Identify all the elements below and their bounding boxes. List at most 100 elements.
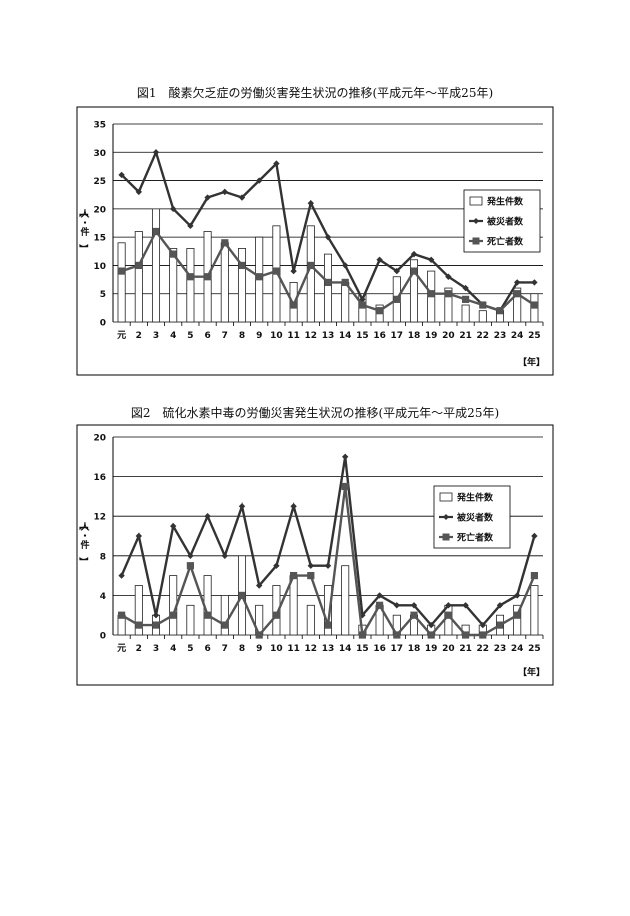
fig1-point-死亡者数 bbox=[410, 267, 418, 275]
fig2-x-tick-label: 25 bbox=[528, 644, 541, 654]
fig2-point-被災者数 bbox=[238, 503, 246, 510]
fig2-bar-発生件数 bbox=[203, 575, 212, 636]
fig2-y-tick-label: 12 bbox=[93, 513, 106, 523]
fig1-x-tick-label: 4 bbox=[170, 331, 176, 341]
fig1-point-死亡者数 bbox=[118, 267, 126, 275]
fig1-x-tick-label: 10 bbox=[270, 331, 283, 341]
fig2-line-被災者数 bbox=[120, 456, 536, 627]
fig2-point-死亡者数 bbox=[513, 611, 521, 619]
fig2-x-tick-label: 20 bbox=[442, 644, 455, 654]
fig2-x-tick-label: 5 bbox=[187, 644, 193, 654]
fig1-point-被災者数 bbox=[496, 307, 504, 314]
fig2-x-tick-label: 10 bbox=[270, 644, 283, 654]
fig2-x-tick-label: 15 bbox=[356, 644, 369, 654]
fig1-bar-発生件数 bbox=[169, 248, 178, 323]
fig2-point-死亡者数 bbox=[479, 631, 487, 639]
fig2-point-死亡者数 bbox=[290, 572, 298, 580]
fig2-x-tick-label: 元 bbox=[117, 643, 126, 654]
fig1-point-被災者数 bbox=[290, 267, 297, 275]
fig2-bar-発生件数 bbox=[134, 585, 143, 636]
fig1-point-死亡者数 bbox=[238, 261, 246, 270]
fig1-point-被災者数 bbox=[118, 171, 125, 179]
fig1-x-tick-label: 13 bbox=[322, 331, 335, 341]
fig1-y-tick-label: 35 bbox=[93, 121, 106, 131]
fig1-point-死亡者数 bbox=[169, 250, 177, 258]
fig1-point-死亡者数 bbox=[376, 307, 384, 315]
fig1-point-被災者数 bbox=[324, 233, 332, 241]
fig2-point-死亡者数 bbox=[221, 621, 229, 629]
fig2-point-死亡者数 bbox=[358, 631, 366, 639]
fig1-point-死亡者数 bbox=[341, 278, 349, 286]
fig2-bar-発生件数 bbox=[255, 604, 264, 636]
fig1-point-被災者数 bbox=[307, 200, 314, 207]
fig2-point-死亡者数 bbox=[307, 572, 315, 580]
fig2-point-死亡者数 bbox=[410, 611, 418, 619]
fig1-x-tick-label: 元 bbox=[117, 330, 126, 341]
fig2-point-死亡者数 bbox=[496, 621, 504, 629]
fig2-bar-発生件数 bbox=[169, 575, 178, 636]
fig2-line-死亡者数 bbox=[121, 486, 536, 639]
figure1-title: 図1 酸素欠乏症の労働災害発生状況の推移(平成元年〜平成25年) bbox=[136, 86, 494, 100]
fig1-bar-発生件数 bbox=[220, 242, 229, 323]
fig1-point-死亡者数 bbox=[513, 290, 521, 298]
fig1-x-tick-label: 22 bbox=[477, 331, 490, 341]
fig2-point-死亡者数 bbox=[462, 631, 470, 639]
fig1-point-死亡者数 bbox=[358, 301, 366, 309]
fig2-point-死亡者数 bbox=[444, 611, 452, 619]
fig1-bar-発生件数 bbox=[306, 225, 315, 323]
fig1-bar-発生件数 bbox=[272, 225, 281, 323]
fig2-point-被災者数 bbox=[376, 592, 383, 599]
fig2-point-死亡者数 bbox=[324, 621, 332, 629]
fig1-point-被災者数 bbox=[256, 177, 263, 184]
fig2-x-tick-label: 9 bbox=[256, 644, 262, 654]
fig1-point-死亡者数 bbox=[204, 273, 212, 281]
fig2-point-死亡者数 bbox=[169, 611, 177, 619]
fig2-point-死亡者数 bbox=[530, 572, 538, 580]
fig1-y-tick-label: 25 bbox=[93, 177, 106, 187]
fig1-legend-label: 被災者数 bbox=[487, 216, 524, 228]
fig2-point-被災者数 bbox=[445, 602, 452, 609]
fig1-bar-発生件数 bbox=[323, 253, 333, 323]
fig1-point-被災者数 bbox=[170, 205, 177, 213]
fig2-x-tick-label: 22 bbox=[477, 644, 490, 654]
fig1-point-被災者数 bbox=[428, 256, 435, 263]
fig1-point-死亡者数 bbox=[290, 301, 298, 309]
fig2-x-tick-label: 23 bbox=[494, 644, 507, 654]
fig1-x-tick-label: 8 bbox=[239, 331, 245, 341]
fig1-bar-発生件数 bbox=[530, 293, 539, 323]
fig1-point-被災者数 bbox=[410, 250, 418, 258]
fig1-point-被災者数 bbox=[445, 273, 452, 280]
fig1-bar-発生件数 bbox=[478, 310, 487, 323]
fig1-point-被災者数 bbox=[514, 279, 521, 286]
fig2-point-被災者数 bbox=[273, 562, 280, 569]
fig1-x-tick-label: 17 bbox=[391, 331, 404, 341]
fig2-y-tick-label: 4 bbox=[100, 592, 106, 602]
fig1-point-死亡者数 bbox=[255, 273, 263, 281]
fig1-bar-発生件数 bbox=[255, 236, 264, 323]
fig2-point-被災者数 bbox=[290, 503, 297, 510]
fig1-x-tick-label: 23 bbox=[494, 331, 507, 341]
fig1-point-被災者数 bbox=[204, 194, 211, 201]
fig2-x-tick-label: 2 bbox=[136, 644, 142, 654]
fig2-y-axis-label: 【人・件】 bbox=[77, 521, 90, 566]
fig1-x-tick-label: 6 bbox=[204, 331, 210, 341]
fig1-bar-発生件数 bbox=[134, 231, 143, 323]
fig1-bar-発生件数 bbox=[461, 304, 470, 323]
fig2-x-tick-label: 4 bbox=[170, 644, 176, 654]
fig1-bar-発生件数 bbox=[444, 287, 453, 323]
fig1-bar-発生件数 bbox=[289, 281, 298, 323]
fig1-point-死亡者数 bbox=[324, 278, 332, 286]
fig2-point-被災者数 bbox=[118, 572, 125, 579]
fig2-bar-発生件数 bbox=[323, 585, 333, 636]
fig2-x-tick-label: 6 bbox=[204, 644, 210, 654]
fig1-point-死亡者数 bbox=[272, 267, 280, 275]
fig1-point-死亡者数 bbox=[221, 239, 229, 247]
fig2-legend-marker-被災者数 bbox=[443, 514, 449, 520]
fig1-x-tick-label: 3 bbox=[153, 331, 159, 341]
fig1-point-死亡者数 bbox=[462, 295, 470, 303]
fig1-bar-発生件数 bbox=[341, 281, 350, 323]
fig2-bar-発生件数 bbox=[289, 575, 298, 636]
fig2-bar-発生件数 bbox=[495, 614, 505, 636]
fig2-y-tick-label: 0 bbox=[100, 632, 106, 642]
fig2-x-tick-label: 17 bbox=[391, 644, 404, 654]
